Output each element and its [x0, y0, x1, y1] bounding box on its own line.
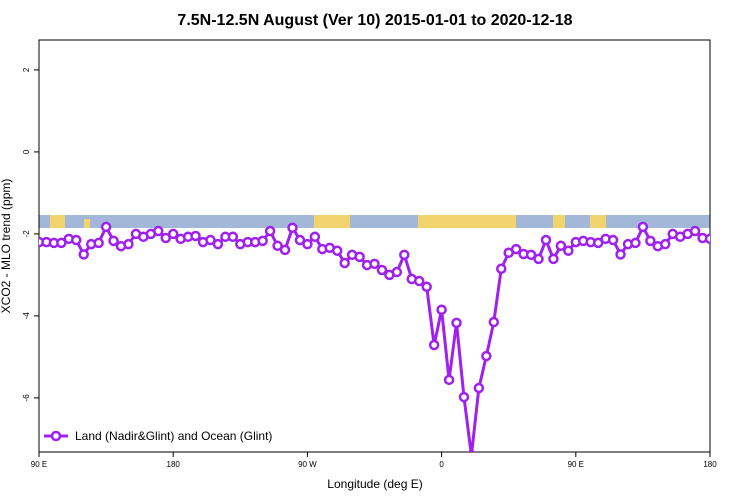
- point: [436, 304, 447, 315]
- point: [279, 244, 291, 256]
- point: [630, 237, 641, 249]
- x-tick-label: 90 W: [298, 460, 317, 469]
- legend-marker: [50, 430, 62, 442]
- point: [205, 234, 216, 246]
- point: [71, 234, 82, 246]
- point: [309, 231, 321, 243]
- y-tick-label: 2: [22, 67, 31, 72]
- point: [123, 238, 134, 250]
- point: [451, 317, 462, 329]
- point: [287, 222, 298, 234]
- point: [391, 266, 403, 278]
- point: [555, 240, 567, 252]
- point: [339, 257, 350, 269]
- point: [548, 253, 559, 265]
- point: [481, 350, 492, 362]
- point: [227, 231, 239, 243]
- point: [495, 263, 507, 275]
- point: [302, 238, 313, 250]
- point: [264, 225, 276, 237]
- point: [369, 258, 380, 270]
- chart-title: 7.5N-12.5N August (Ver 10) 2015-01-01 to…: [177, 12, 572, 29]
- point: [153, 225, 164, 237]
- point: [56, 237, 67, 249]
- point: [488, 316, 500, 328]
- point: [428, 339, 440, 351]
- point: [294, 234, 306, 246]
- point: [467, 450, 476, 452]
- point: [607, 234, 619, 246]
- legend-label: Land (Nadir&Glint) and Ocean (Glint): [75, 429, 272, 443]
- point: [257, 235, 268, 247]
- point: [563, 245, 574, 256]
- point: [399, 249, 410, 261]
- point: [525, 249, 537, 261]
- point: [78, 249, 89, 260]
- point: [272, 240, 283, 252]
- point: [443, 374, 455, 386]
- point: [160, 232, 171, 244]
- y-tick-label: -6: [22, 394, 31, 402]
- point: [645, 235, 656, 247]
- x-tick-label: 0: [439, 460, 444, 469]
- plot-area: [39, 221, 710, 452]
- point: [421, 281, 432, 293]
- point: [167, 228, 179, 240]
- x-tick-label: 90 E: [31, 460, 47, 469]
- point: [93, 237, 104, 249]
- x-tick-label: 90 E: [568, 460, 584, 469]
- point: [540, 234, 552, 246]
- map-strip: [39, 215, 710, 228]
- point: [212, 238, 224, 250]
- point: [510, 243, 522, 255]
- point: [190, 230, 201, 242]
- point: [376, 264, 388, 276]
- point: [354, 251, 365, 263]
- point: [458, 391, 470, 403]
- y-tick-label: -4: [22, 312, 31, 320]
- x-tick-label: 180: [167, 460, 181, 469]
- x-tick-label: 180: [703, 460, 717, 469]
- y-tick-label: -2: [22, 230, 31, 238]
- point: [331, 245, 343, 256]
- point: [473, 382, 485, 394]
- plot-frame: [38, 39, 711, 453]
- y-axis-label: XCO2 - MLO trend (ppm): [0, 179, 13, 314]
- point: [100, 221, 112, 233]
- point: [533, 253, 544, 265]
- point: [592, 237, 604, 249]
- point: [637, 221, 649, 233]
- x-axis-label: Longitude (deg E): [327, 477, 422, 491]
- point: [660, 238, 671, 250]
- point: [413, 275, 425, 287]
- point: [615, 249, 626, 260]
- point: [704, 233, 710, 245]
- point: [689, 225, 701, 237]
- y-tick-label: 0: [22, 149, 31, 154]
- point: [108, 235, 119, 247]
